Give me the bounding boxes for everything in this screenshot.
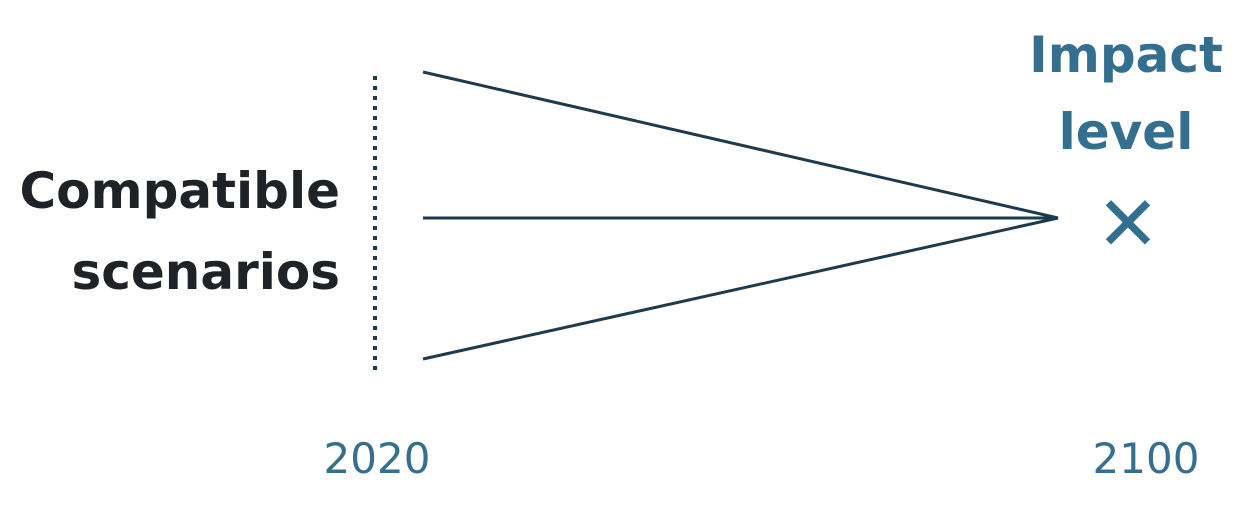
- year-end-label: 2100: [1093, 434, 1200, 483]
- impact-marker-cross-icon: ✕: [1096, 179, 1160, 268]
- compatible-scenarios-label-line2: scenarios: [71, 243, 340, 301]
- scenario-line-lower: [422, 216, 1059, 361]
- impact-level-label-line2: level: [1059, 103, 1194, 161]
- year-start-label: 2020: [324, 434, 431, 483]
- impact-level-label-line1: Impact: [1029, 26, 1223, 84]
- scenario-line-upper: [422, 70, 1059, 220]
- compatible-scenarios-label-line1: Compatible: [19, 162, 340, 220]
